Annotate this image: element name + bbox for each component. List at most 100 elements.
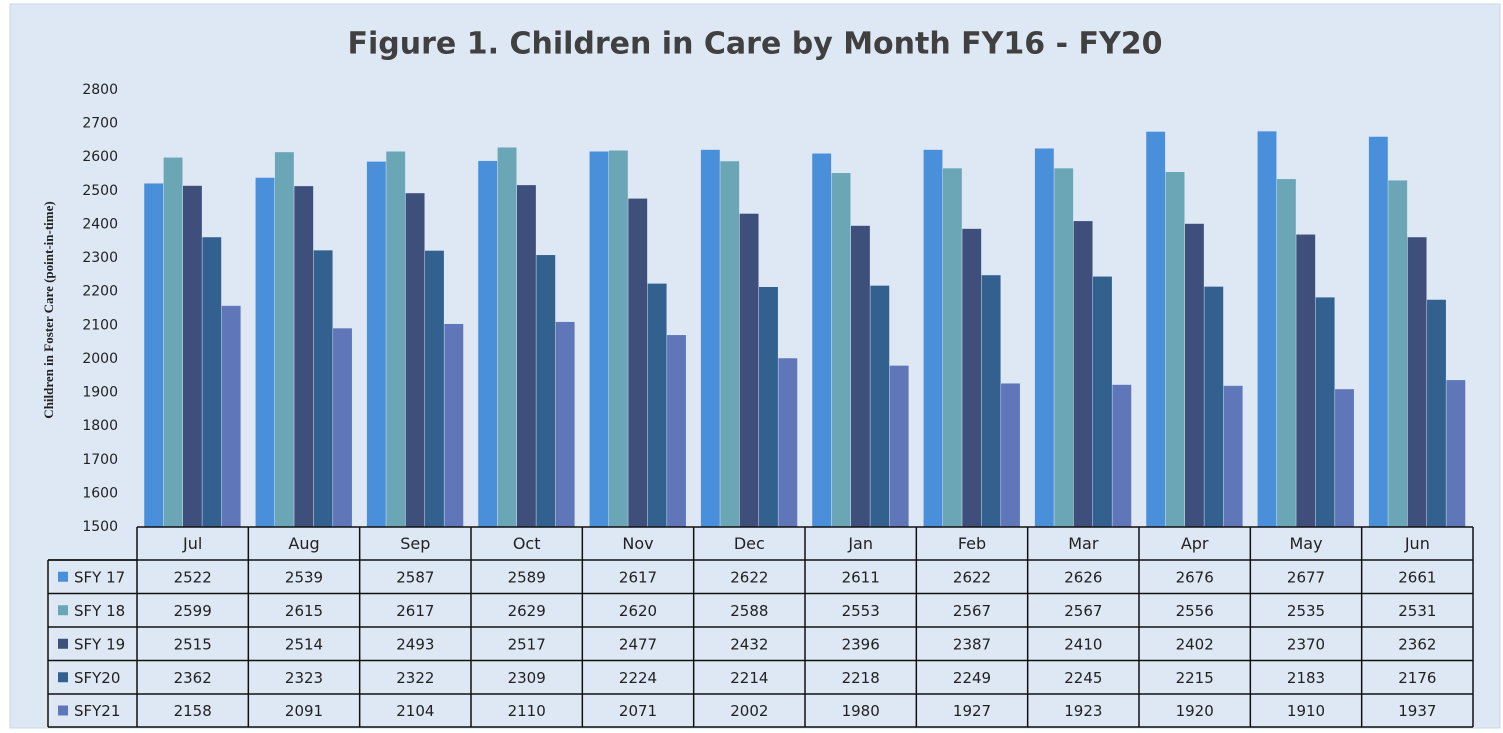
data-label: 2615 <box>285 602 323 620</box>
data-label: 1937 <box>1398 702 1436 720</box>
bar <box>720 161 740 527</box>
legend-label: SFY 19 <box>74 635 125 653</box>
bar <box>444 323 464 527</box>
data-label: 2158 <box>174 702 212 720</box>
y-tick-label: 2100 <box>82 317 118 333</box>
bar <box>536 255 556 527</box>
bar <box>333 328 352 527</box>
bar <box>647 283 667 527</box>
bar <box>405 193 425 528</box>
legend-swatch <box>58 672 68 683</box>
x-tick-label: Jul <box>182 534 202 553</box>
bar <box>589 151 609 527</box>
data-label: 2362 <box>1398 635 1436 653</box>
bar <box>1446 380 1466 527</box>
bar <box>1001 383 1020 527</box>
y-tick-label: 2300 <box>82 250 118 266</box>
bar <box>870 285 890 527</box>
data-label: 2535 <box>1287 602 1325 620</box>
data-label: 1980 <box>842 702 880 720</box>
data-label: 2626 <box>1064 568 1102 586</box>
data-label: 2477 <box>619 635 657 653</box>
data-label: 2396 <box>842 635 880 653</box>
bar <box>1276 179 1296 528</box>
data-label: 1927 <box>953 702 991 720</box>
bar <box>144 183 164 527</box>
bar <box>221 305 241 527</box>
y-tick-label: 2700 <box>82 116 118 132</box>
data-label: 2387 <box>953 635 991 653</box>
bar <box>1034 148 1054 527</box>
x-tick-label: Aug <box>288 534 319 553</box>
bar <box>478 160 498 527</box>
data-label: 2676 <box>1176 568 1214 586</box>
x-tick-label: May <box>1289 534 1322 553</box>
data-label: 2249 <box>953 669 991 687</box>
bar <box>923 149 943 527</box>
bar <box>366 161 386 527</box>
bar <box>778 358 798 527</box>
bar <box>1146 131 1166 527</box>
data-label: 1910 <box>1287 702 1325 720</box>
data-label: 2620 <box>619 602 657 620</box>
data-label: 2091 <box>285 702 323 720</box>
data-label: 2514 <box>285 635 323 653</box>
data-label: 2617 <box>619 568 657 586</box>
data-label: 2515 <box>174 635 212 653</box>
data-label: 2531 <box>1398 602 1436 620</box>
data-label: 2611 <box>842 568 880 586</box>
data-label: 2323 <box>285 669 323 687</box>
data-label: 2539 <box>285 568 323 586</box>
bar <box>386 151 406 527</box>
bar <box>555 321 575 527</box>
bar <box>497 147 517 528</box>
bar <box>1073 221 1093 527</box>
y-tick-label: 1600 <box>82 485 118 501</box>
bar <box>812 153 832 527</box>
bar <box>831 173 851 527</box>
bar <box>1335 389 1354 527</box>
bar <box>313 250 333 527</box>
bar <box>850 225 870 527</box>
bar <box>1368 136 1388 527</box>
data-label: 2556 <box>1176 602 1214 620</box>
bar <box>700 149 720 527</box>
legend-label: SFY 18 <box>74 602 125 620</box>
y-tick-label: 1800 <box>82 418 118 434</box>
bar <box>1315 297 1335 527</box>
legend-swatch <box>58 571 68 582</box>
data-label: 2617 <box>396 602 434 620</box>
x-tick-label: Feb <box>958 534 986 553</box>
bar <box>1204 286 1224 527</box>
data-label: 1923 <box>1064 702 1102 720</box>
bar <box>942 168 962 527</box>
data-label: 2589 <box>508 568 546 586</box>
y-tick-label: 2000 <box>82 351 118 367</box>
data-label: 2567 <box>1064 602 1102 620</box>
data-label: 2517 <box>508 635 546 653</box>
bar <box>1427 299 1446 527</box>
bar <box>1112 384 1132 527</box>
data-label: 2322 <box>396 669 434 687</box>
data-label: 2224 <box>619 669 657 687</box>
bar <box>1223 385 1243 527</box>
x-tick-label: Apr <box>1181 534 1209 553</box>
legend-label: SFY 17 <box>74 568 125 586</box>
y-tick-label: 1700 <box>82 452 118 468</box>
data-label: 2071 <box>619 702 657 720</box>
bar <box>1388 180 1408 527</box>
data-label: 2402 <box>1176 635 1214 653</box>
data-label: 2622 <box>730 568 768 586</box>
bar <box>163 157 183 527</box>
y-tick-label: 2200 <box>82 284 118 300</box>
y-axis-label: Children in Foster Care (point-in-time) <box>41 201 56 418</box>
data-label: 2104 <box>396 702 434 720</box>
bar <box>962 228 982 527</box>
bar <box>1054 168 1074 527</box>
y-tick-label: 2600 <box>82 149 118 165</box>
data-label: 2622 <box>953 568 991 586</box>
data-label: 2432 <box>730 635 768 653</box>
data-label: 2362 <box>174 669 212 687</box>
bar <box>182 185 202 528</box>
